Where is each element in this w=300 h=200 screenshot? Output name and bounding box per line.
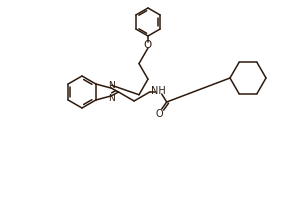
Text: NH: NH xyxy=(151,86,166,96)
Text: O: O xyxy=(144,40,152,50)
Text: O: O xyxy=(156,109,164,119)
Text: N: N xyxy=(108,94,115,103)
Text: N: N xyxy=(108,81,115,90)
